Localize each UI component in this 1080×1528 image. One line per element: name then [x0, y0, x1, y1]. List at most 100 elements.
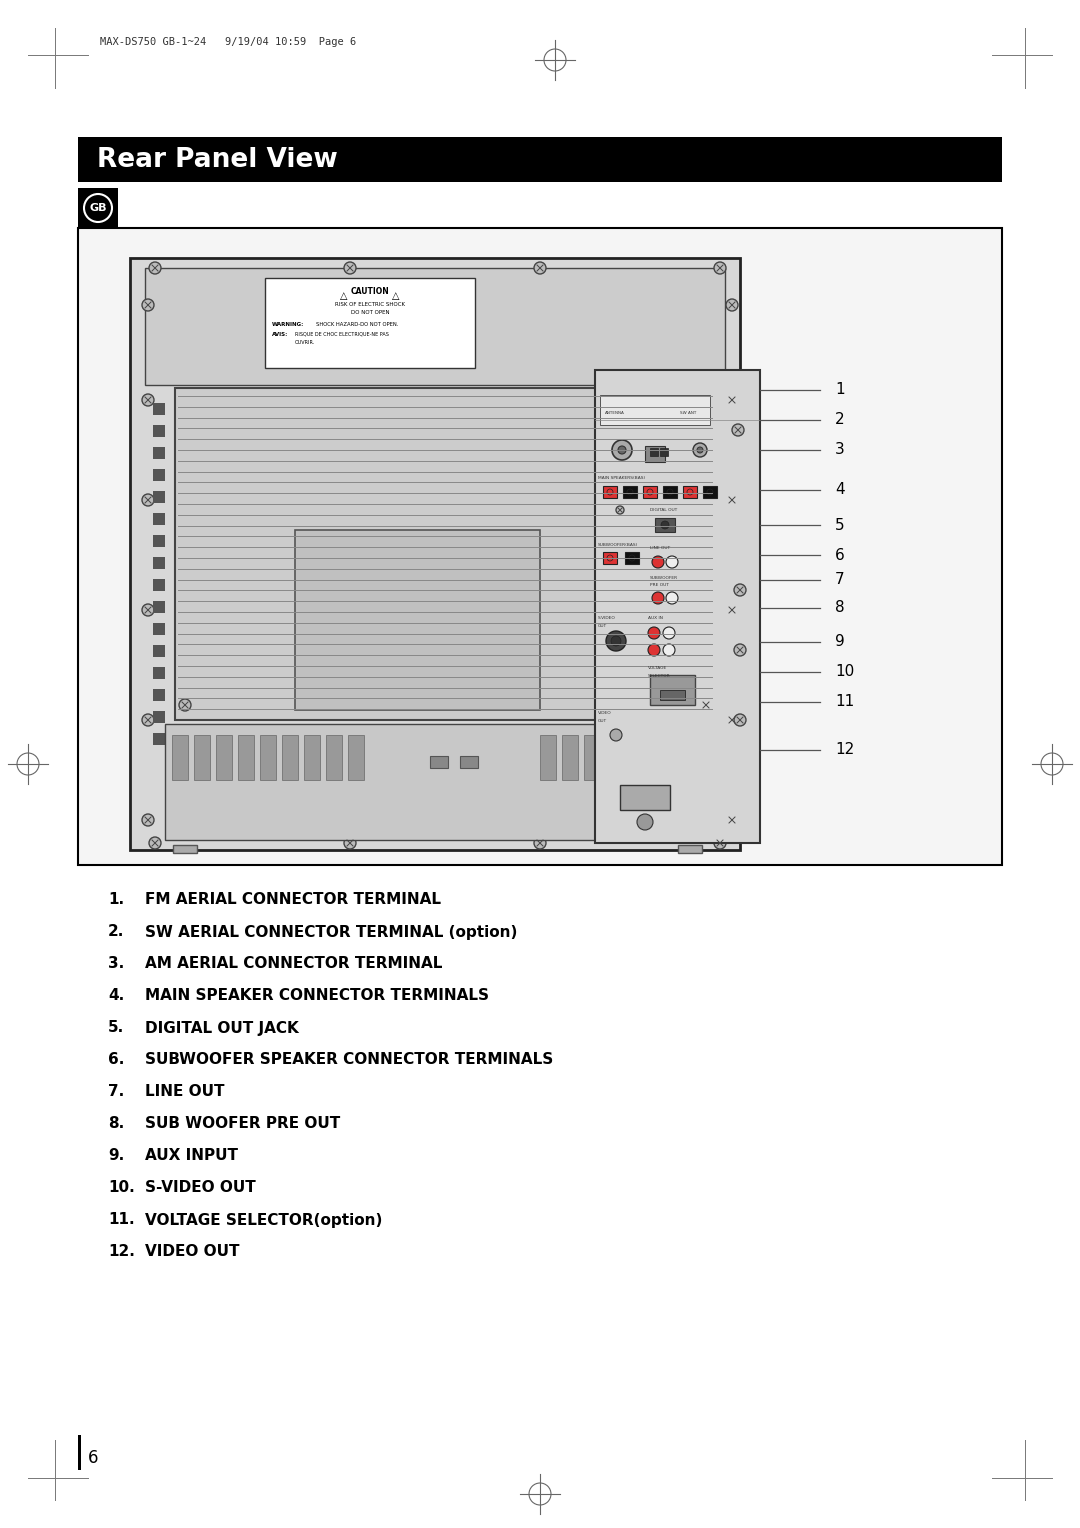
Bar [153, 513, 165, 526]
Bar [718, 513, 730, 526]
Circle shape [648, 626, 660, 639]
Bar [645, 446, 665, 461]
Text: LINE OUT: LINE OUT [650, 545, 670, 550]
Bar [718, 558, 730, 568]
Bar [282, 735, 298, 779]
Text: SUBWOOFER SPEAKER CONNECTOR TERMINALS: SUBWOOFER SPEAKER CONNECTOR TERMINALS [145, 1053, 553, 1068]
Bar [654, 518, 675, 532]
Text: AUX IN: AUX IN [648, 616, 663, 620]
Bar [153, 425, 165, 437]
Text: Rear Panel View: Rear Panel View [97, 147, 338, 173]
Text: DIGITAL OUT: DIGITAL OUT [650, 507, 677, 512]
Text: AM AERIAL CONNECTOR TERMINAL: AM AERIAL CONNECTOR TERMINAL [145, 957, 443, 972]
Bar [663, 486, 677, 498]
Bar [153, 645, 165, 657]
Text: ANTENNA: ANTENNA [605, 411, 625, 416]
Bar [194, 735, 210, 779]
Bar [295, 530, 540, 711]
Bar [718, 558, 730, 568]
Bar [326, 735, 342, 779]
Text: 10: 10 [835, 665, 854, 680]
Circle shape [726, 299, 738, 312]
Bar [172, 735, 188, 779]
Text: LINE OUT: LINE OUT [145, 1085, 225, 1100]
Bar [153, 689, 165, 701]
Bar [718, 403, 730, 416]
Bar [718, 490, 730, 503]
Text: AUX INPUT: AUX INPUT [145, 1149, 238, 1163]
Text: SW AERIAL CONNECTOR TERMINAL (option): SW AERIAL CONNECTOR TERMINAL (option) [145, 924, 517, 940]
Circle shape [610, 729, 622, 741]
Bar [153, 403, 165, 416]
Bar [718, 579, 730, 591]
Bar [718, 645, 730, 657]
Circle shape [629, 555, 635, 561]
Circle shape [667, 489, 673, 495]
Circle shape [707, 489, 713, 495]
Bar [718, 579, 730, 591]
Bar [153, 448, 165, 458]
Text: 3.: 3. [108, 957, 124, 972]
Bar [718, 469, 730, 481]
Circle shape [714, 837, 726, 850]
Circle shape [141, 714, 154, 726]
Bar [153, 601, 165, 613]
Circle shape [726, 814, 738, 827]
Text: S-VIDEO: S-VIDEO [598, 616, 616, 620]
Text: RISQUE DE CHOC ELECTRIQUE-NE PAS: RISQUE DE CHOC ELECTRIQUE-NE PAS [295, 332, 389, 336]
Bar [153, 490, 165, 503]
Bar [600, 396, 710, 425]
Bar [153, 645, 165, 657]
Bar [153, 490, 165, 503]
Text: DO NOT OPEN: DO NOT OPEN [351, 310, 389, 315]
Text: MAX-DS750 GB-1~24   9/19/04 10:59  Page 6: MAX-DS750 GB-1~24 9/19/04 10:59 Page 6 [100, 37, 356, 47]
Bar [153, 425, 165, 437]
Circle shape [345, 261, 356, 274]
Circle shape [726, 494, 738, 506]
Bar [153, 513, 165, 526]
Bar [718, 711, 730, 723]
Bar [627, 735, 644, 779]
Bar [153, 469, 165, 481]
Bar [562, 735, 578, 779]
Bar [153, 513, 165, 526]
Text: 2: 2 [835, 413, 845, 428]
Bar [153, 558, 165, 568]
Circle shape [345, 837, 356, 850]
Bar [718, 601, 730, 613]
Bar [153, 711, 165, 723]
Text: FM AERIAL CONNECTOR TERMINAL: FM AERIAL CONNECTOR TERMINAL [145, 892, 441, 908]
Bar [153, 711, 165, 723]
Bar [153, 645, 165, 657]
Bar [153, 579, 165, 591]
Bar [595, 370, 760, 843]
Bar [153, 733, 165, 746]
Bar [153, 579, 165, 591]
Circle shape [666, 556, 678, 568]
Text: PRE OUT: PRE OUT [650, 584, 669, 587]
Bar [718, 645, 730, 657]
Bar [78, 1435, 81, 1470]
Text: 5: 5 [835, 518, 845, 532]
Bar [153, 490, 165, 503]
Bar [718, 513, 730, 526]
Text: 12.: 12. [108, 1244, 135, 1259]
Circle shape [627, 489, 633, 495]
Bar [660, 448, 669, 455]
Bar [153, 623, 165, 636]
Bar [603, 552, 617, 564]
Bar [153, 558, 165, 568]
Bar [718, 668, 730, 678]
Bar [173, 845, 197, 853]
Bar [216, 735, 232, 779]
Bar [718, 601, 730, 613]
Bar [165, 724, 715, 840]
Text: OUVRIR.: OUVRIR. [295, 339, 315, 344]
Circle shape [666, 591, 678, 604]
Bar [718, 469, 730, 481]
Bar [153, 535, 165, 547]
Text: 8.: 8. [108, 1117, 124, 1132]
Text: 11: 11 [835, 695, 854, 709]
Circle shape [149, 837, 161, 850]
Bar [153, 733, 165, 746]
